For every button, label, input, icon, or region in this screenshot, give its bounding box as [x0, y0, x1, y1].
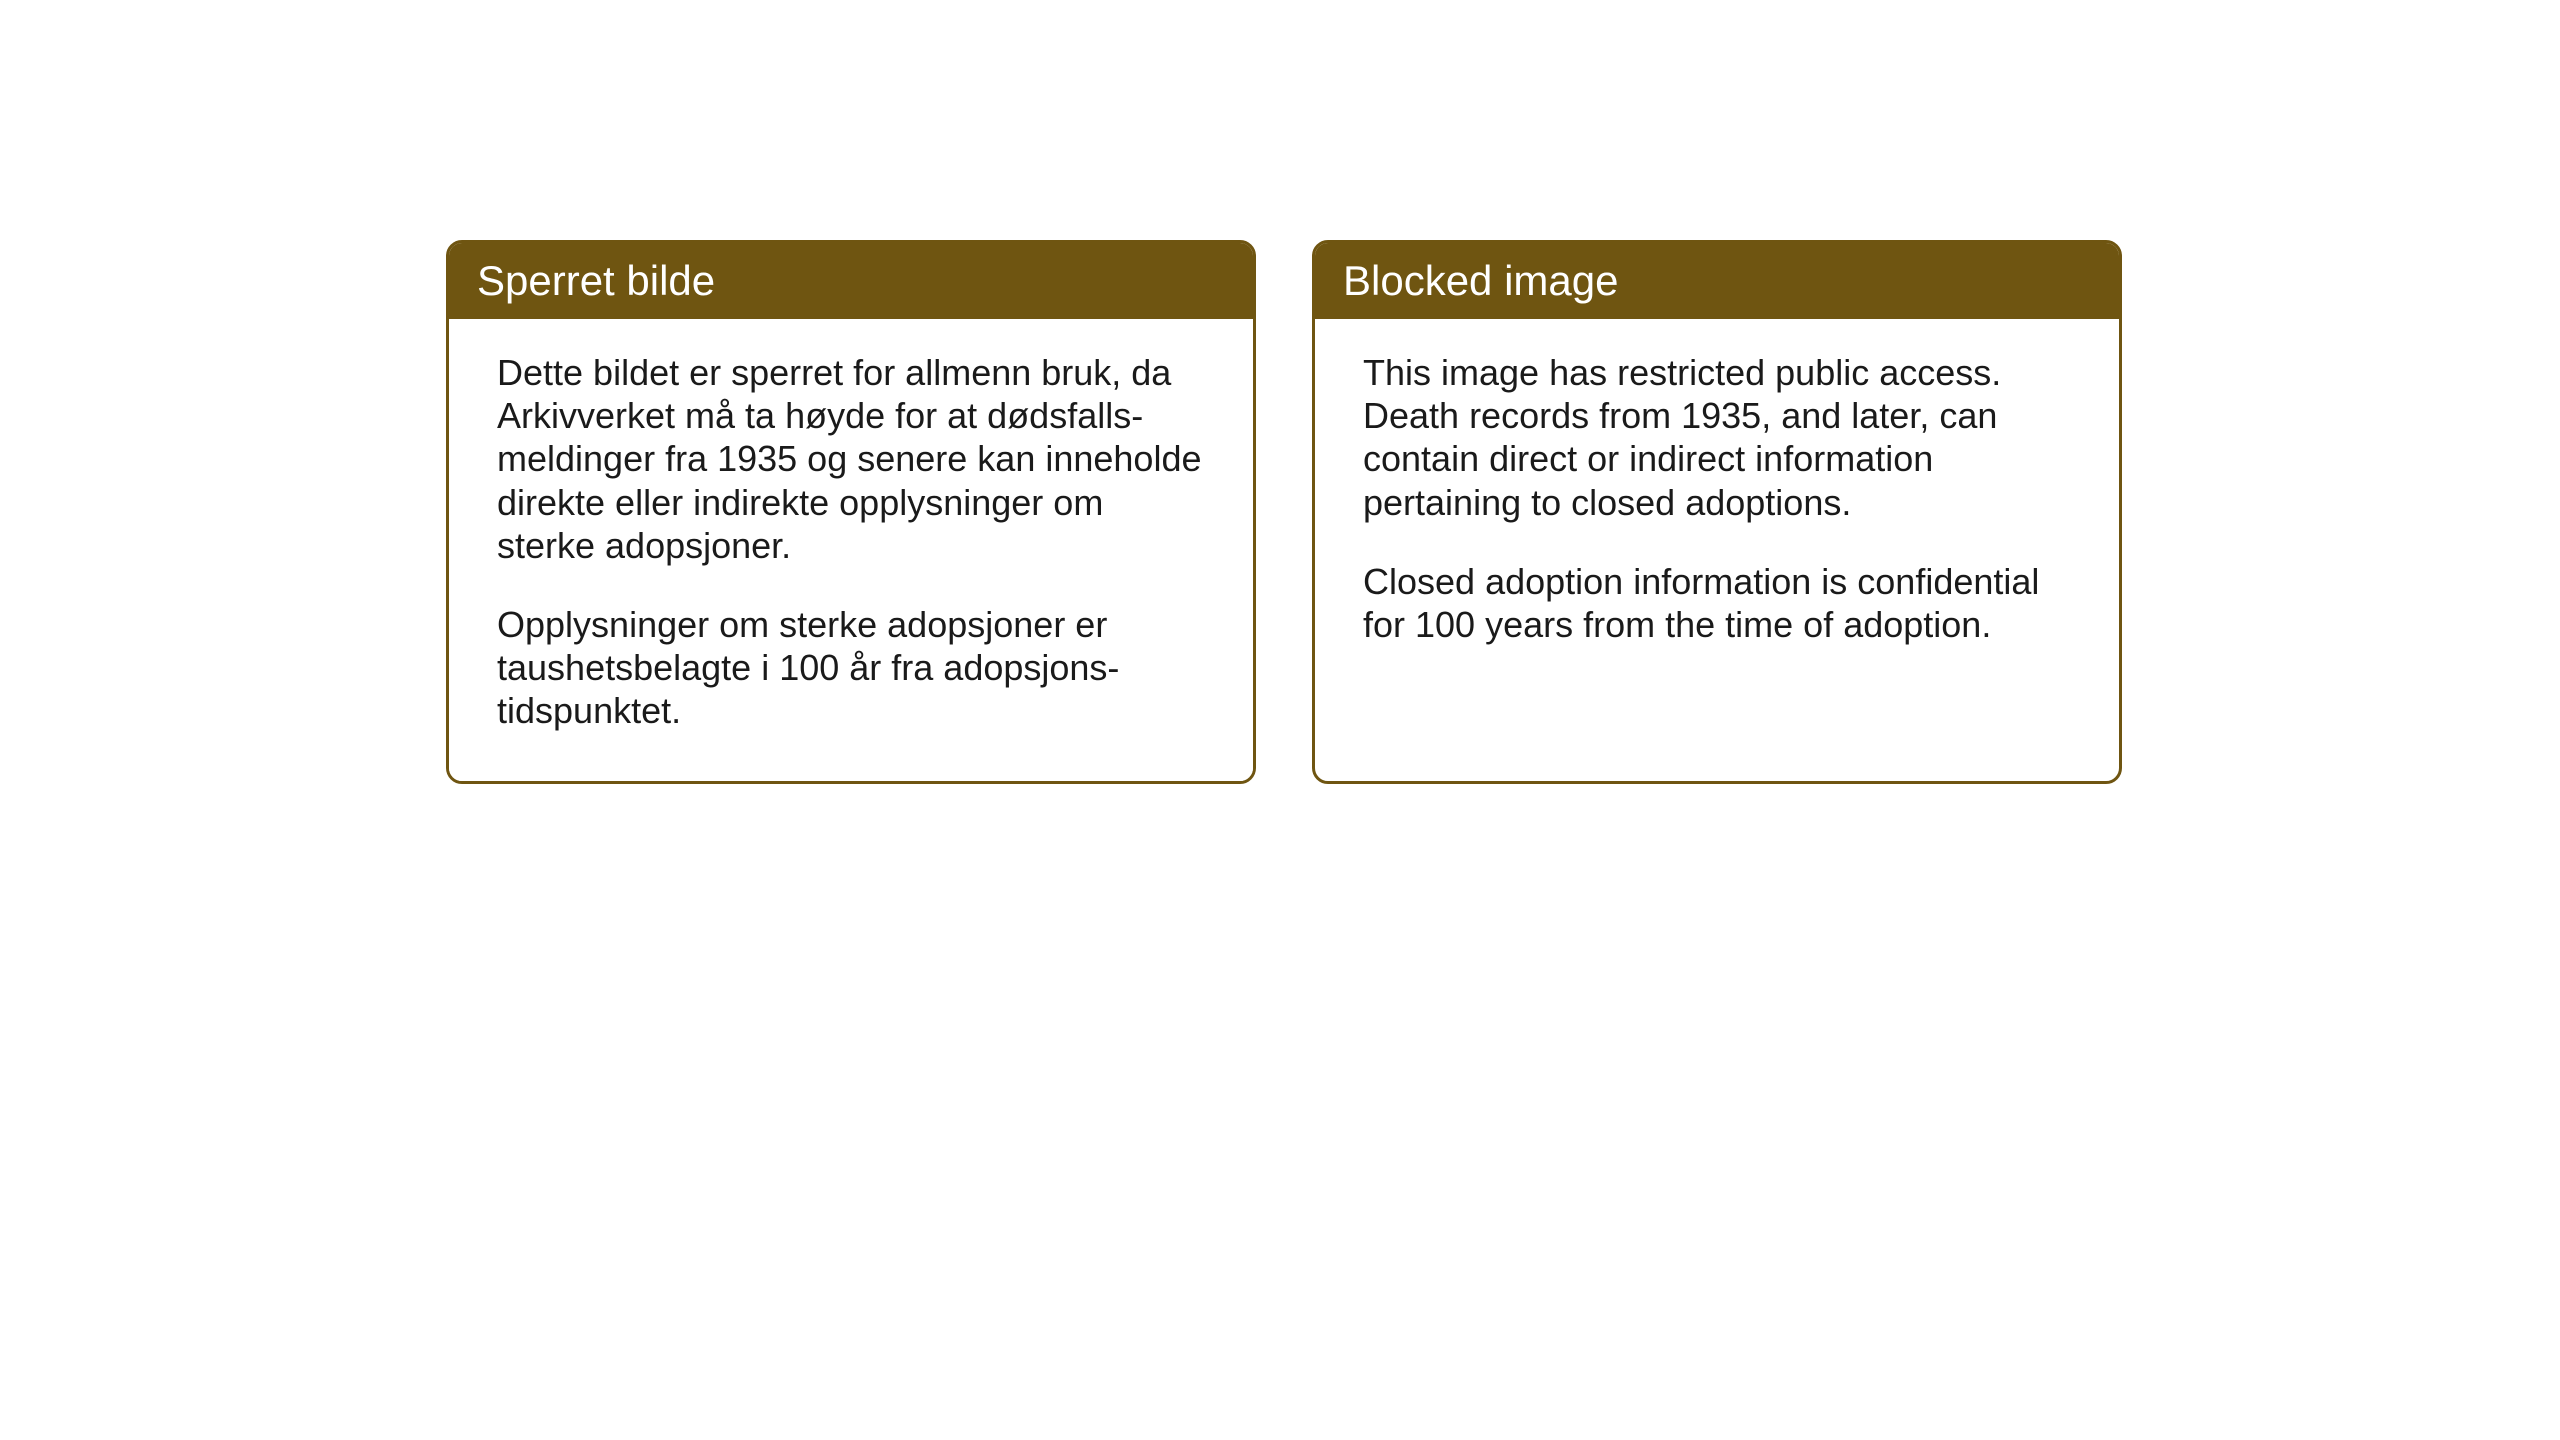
card-paragraph-norwegian-1: Dette bildet er sperret for allmenn bruk… [497, 351, 1205, 567]
card-paragraph-english-2: Closed adoption information is confident… [1363, 560, 2071, 646]
notice-card-english: Blocked image This image has restricted … [1312, 240, 2122, 784]
card-body-norwegian: Dette bildet er sperret for allmenn bruk… [449, 319, 1253, 781]
notice-card-norwegian: Sperret bilde Dette bildet er sperret fo… [446, 240, 1256, 784]
card-header-english: Blocked image [1315, 243, 2119, 319]
card-paragraph-norwegian-2: Opplysninger om sterke adopsjoner er tau… [497, 603, 1205, 733]
notice-cards-container: Sperret bilde Dette bildet er sperret fo… [446, 240, 2122, 784]
card-title-norwegian: Sperret bilde [477, 257, 715, 304]
card-header-norwegian: Sperret bilde [449, 243, 1253, 319]
card-title-english: Blocked image [1343, 257, 1618, 304]
card-paragraph-english-1: This image has restricted public access.… [1363, 351, 2071, 524]
card-body-english: This image has restricted public access.… [1315, 319, 2119, 739]
